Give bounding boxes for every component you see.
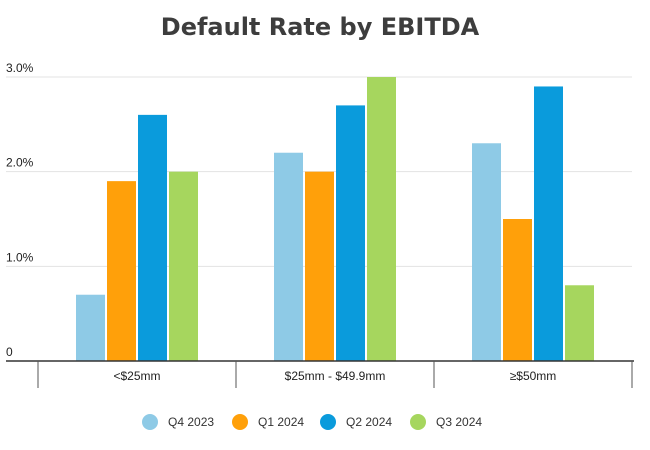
bars xyxy=(76,77,594,362)
legend-label: Q2 2024 xyxy=(346,415,392,429)
bar-q1-2024-0 xyxy=(107,181,136,361)
y-tick-label: 2.0% xyxy=(6,156,34,170)
y-tick-label: 0 xyxy=(6,345,13,359)
legend-label: Q4 2023 xyxy=(168,415,214,429)
chart-title: Default Rate by EBITDA xyxy=(161,13,480,41)
legend-item-q1-2024[interactable]: Q1 2024 xyxy=(232,414,304,430)
legend-swatch xyxy=(232,414,248,430)
bar-q1-2024-2 xyxy=(503,219,532,361)
legend-label: Q3 2024 xyxy=(436,415,482,429)
legend-label: Q1 2024 xyxy=(258,415,304,429)
x-axis: <$25mm $25mm - $49.9mm ≥$50mm xyxy=(6,360,634,388)
bar-q2-2024-0 xyxy=(138,114,167,361)
legend-item-q4-2023[interactable]: Q4 2023 xyxy=(142,414,214,430)
bar-q4-2023-1 xyxy=(274,152,303,361)
bar-q2-2024-1 xyxy=(336,105,365,362)
bar-q1-2024-1 xyxy=(305,171,334,361)
legend-item-q2-2024[interactable]: Q2 2024 xyxy=(320,414,392,430)
x-tick-label: $25mm - $49.9mm xyxy=(285,369,386,383)
bar-q3-2024-0 xyxy=(169,171,198,361)
y-axis-ticks: 0 1.0% 2.0% 3.0% xyxy=(6,61,34,359)
bar-q4-2023-0 xyxy=(76,294,105,361)
x-tick-label: ≥$50mm xyxy=(510,369,557,383)
bar-q2-2024-2 xyxy=(534,86,563,361)
legend-item-q3-2024[interactable]: Q3 2024 xyxy=(410,414,482,430)
bar-q3-2024-2 xyxy=(565,285,594,361)
x-tick-label: <$25mm xyxy=(113,369,160,383)
legend: Q4 2023 Q1 2024 Q2 2024 Q3 2024 xyxy=(142,414,482,430)
legend-swatch xyxy=(142,414,158,430)
y-tick-label: 1.0% xyxy=(6,250,34,264)
legend-swatch xyxy=(320,414,336,430)
bar-q4-2023-2 xyxy=(472,143,501,361)
y-tick-label: 3.0% xyxy=(6,61,34,75)
bar-q3-2024-1 xyxy=(367,77,396,361)
legend-swatch xyxy=(410,414,426,430)
